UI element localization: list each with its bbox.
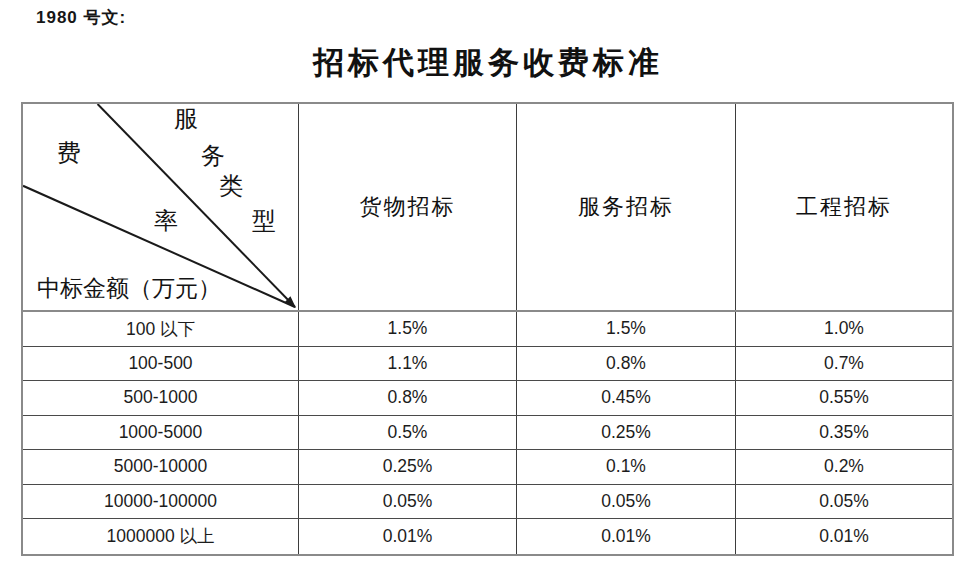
- rate-cell: 0.25%: [516, 416, 735, 450]
- rate-cell: 0.45%: [516, 381, 735, 415]
- page-title: 招标代理服务收费标准: [0, 42, 976, 84]
- rate-cell: 1.0%: [735, 312, 952, 346]
- amount-range-cell: 5000-10000: [23, 450, 298, 484]
- column-header-goods: 货物招标: [298, 104, 516, 310]
- rate-cell: 0.25%: [298, 450, 516, 484]
- table-row: 100-500 1.1% 0.8% 0.7%: [23, 347, 952, 382]
- doc-ref: 1980 号文:: [36, 6, 126, 29]
- rate-cell: 0.35%: [735, 416, 952, 450]
- amount-range-cell: 1000-5000: [23, 416, 298, 450]
- column-header-services: 服务招标: [516, 104, 735, 310]
- amount-range-cell: 10000-100000: [23, 485, 298, 519]
- amount-range-cell: 100 以下: [23, 312, 298, 346]
- corner-header-cell: 服 务 类 型 费 率 中标金额（万元）: [23, 104, 298, 310]
- table-row: 5000-10000 0.25% 0.1% 0.2%: [23, 450, 952, 485]
- rate-cell: 0.8%: [298, 381, 516, 415]
- corner-service-type-char: 务: [201, 144, 225, 168]
- rate-cell: 1.5%: [516, 312, 735, 346]
- amount-range-cell: 1000000 以上: [23, 519, 298, 554]
- corner-service-type-char: 服: [174, 107, 198, 131]
- rate-cell: 0.5%: [298, 416, 516, 450]
- corner-service-type-char: 型: [252, 209, 276, 233]
- rate-cell: 0.05%: [735, 485, 952, 519]
- rate-cell: 0.7%: [735, 347, 952, 381]
- column-header-engineering: 工程招标: [735, 104, 952, 310]
- rate-cell: 1.5%: [298, 312, 516, 346]
- amount-range-cell: 100-500: [23, 347, 298, 381]
- table-body: 100 以下 1.5% 1.5% 1.0% 100-500 1.1% 0.8% …: [23, 312, 952, 554]
- table-header-row: 服 务 类 型 费 率 中标金额（万元） 货物招标 服务招标 工程招标: [23, 104, 952, 312]
- document-page: 1980 号文: 招标代理服务收费标准 服 务 类 型 费 率 中标金额（万元）…: [0, 0, 976, 581]
- rate-cell: 0.01%: [516, 519, 735, 554]
- rate-cell: 0.8%: [516, 347, 735, 381]
- corner-amount-label: 中标金额（万元）: [37, 276, 221, 302]
- rate-cell: 0.55%: [735, 381, 952, 415]
- table-row: 500-1000 0.8% 0.45% 0.55%: [23, 381, 952, 416]
- corner-fee-rate-char: 费: [57, 141, 81, 165]
- corner-service-type-char: 类: [219, 174, 243, 198]
- fee-table: 服 务 类 型 费 率 中标金额（万元） 货物招标 服务招标 工程招标 100 …: [21, 102, 954, 556]
- table-row: 1000-5000 0.5% 0.25% 0.35%: [23, 416, 952, 451]
- table-row: 10000-100000 0.05% 0.05% 0.05%: [23, 485, 952, 520]
- rate-cell: 0.01%: [298, 519, 516, 554]
- rate-cell: 0.1%: [516, 450, 735, 484]
- corner-fee-rate-char: 率: [154, 209, 178, 233]
- amount-range-cell: 500-1000: [23, 381, 298, 415]
- rate-cell: 0.01%: [735, 519, 952, 554]
- rate-cell: 0.05%: [516, 485, 735, 519]
- table-row: 1000000 以上 0.01% 0.01% 0.01%: [23, 519, 952, 554]
- rate-cell: 0.05%: [298, 485, 516, 519]
- table-row: 100 以下 1.5% 1.5% 1.0%: [23, 312, 952, 347]
- rate-cell: 0.2%: [735, 450, 952, 484]
- rate-cell: 1.1%: [298, 347, 516, 381]
